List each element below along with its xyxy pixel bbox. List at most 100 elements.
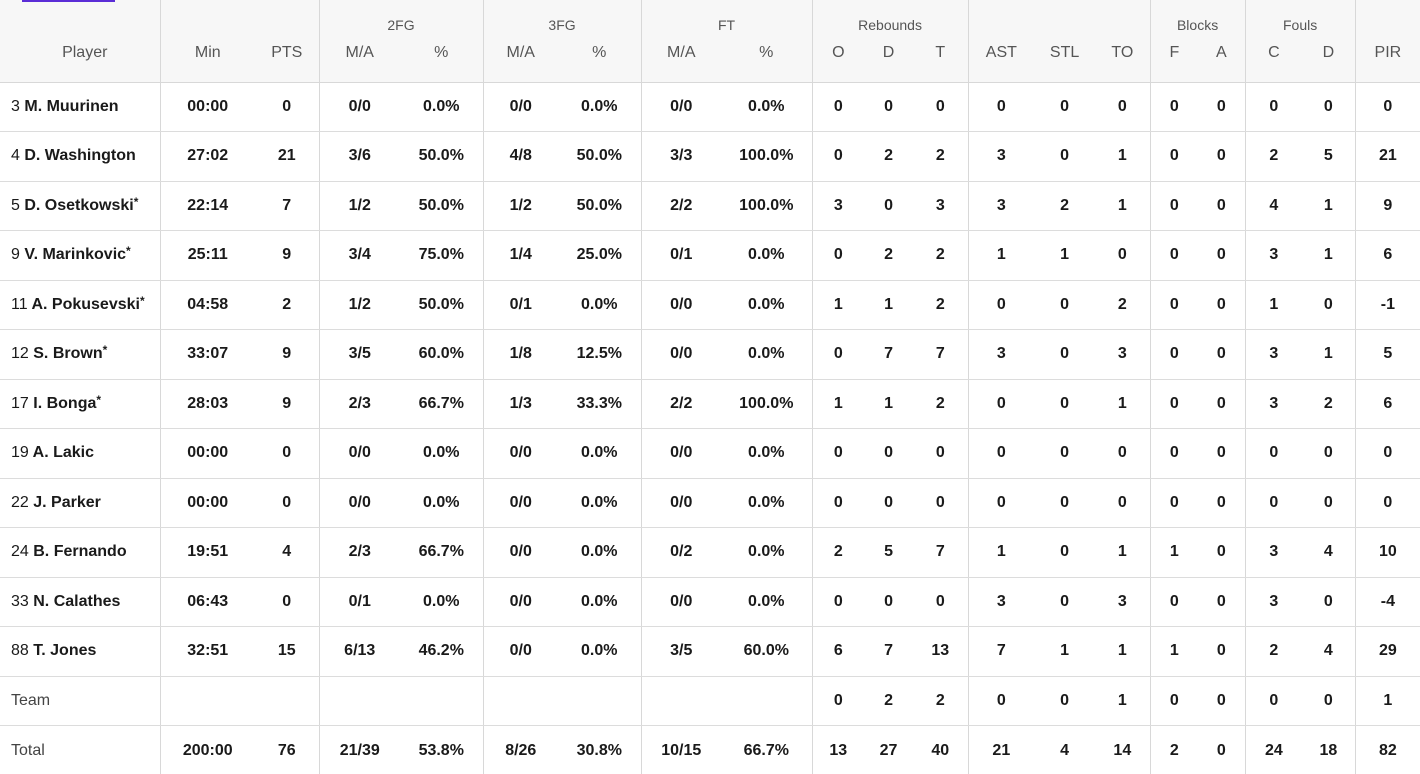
cell-reb-o: 6	[811, 626, 865, 677]
cell-ft-ma	[640, 676, 722, 726]
cell-foul-c: 3	[1244, 329, 1303, 380]
cell-foul-c: 0	[1244, 428, 1303, 479]
table-row: 19 A. Lakic 00:00 0 0/0 0.0% 0/0 0.0% 0/0 0.0% 0 0…	[0, 428, 1420, 479]
cell-player[interactable]: 33 N. Calathes	[0, 577, 160, 627]
player-number: 24	[11, 543, 29, 561]
cell-fg3-pct: 50.0%	[558, 131, 642, 182]
cell-player[interactable]: 19 A. Lakic	[0, 428, 160, 479]
cell-player[interactable]: 24 B. Fernando	[0, 527, 160, 578]
col-3fg-pct: %	[558, 36, 642, 83]
cell-ast: 3	[967, 329, 1035, 380]
cell-ft-ma: 2/2	[640, 379, 722, 429]
group-empty-player	[0, 0, 160, 36]
cell-pir: -1	[1354, 280, 1420, 330]
cell-player[interactable]: 88 T. Jones	[0, 626, 160, 677]
player-number: 12	[11, 345, 29, 363]
cell-reb-o: 1	[811, 280, 865, 330]
cell-player[interactable]: 9 V. Marinkovic*	[0, 230, 160, 281]
col-pts: PTS	[255, 36, 319, 83]
cell-reb-d: 2	[864, 230, 914, 281]
table-row: 3 M. Muurinen 00:00 0 0/0 0.0% 0/0 0.0% 0/0 0.0%…	[0, 82, 1420, 132]
cell-player[interactable]: 4 D. Washington	[0, 131, 160, 182]
cell-foul-c: 2	[1244, 626, 1303, 677]
cell-ast: 0	[967, 676, 1035, 726]
cell-ft-ma: 3/5	[640, 626, 722, 677]
player-name-link[interactable]: T. Jones	[33, 642, 97, 660]
cell-stl: 0	[1034, 478, 1096, 528]
cell-foul-c: 4	[1244, 181, 1303, 231]
cell-foul-c: 24	[1244, 725, 1303, 774]
player-number: 17	[11, 394, 29, 412]
cell-to: 1	[1095, 527, 1151, 578]
cell-stl: 0	[1034, 131, 1096, 182]
player-name-link[interactable]: S. Brown	[33, 345, 103, 363]
player-name-link[interactable]: J. Parker	[33, 493, 101, 511]
cell-fg2-ma: 0/0	[318, 428, 400, 479]
cell-fg2-pct: 0.0%	[400, 428, 484, 479]
player-name-link[interactable]: I. Bonga	[33, 394, 97, 412]
table-row: 17 I. Bonga* 28:03 9 2/3 66.7% 1/3 33.3% 2/2 100…	[0, 379, 1420, 429]
player-number: 11	[11, 295, 28, 313]
cell-fg3-ma: 1/2	[482, 181, 559, 231]
cell-reb-o: 0	[811, 230, 865, 281]
cell-foul-d: 1	[1302, 329, 1356, 380]
cell-player[interactable]: 5 D. Osetkowski*	[0, 181, 160, 231]
cell-fg3-ma: 1/3	[482, 379, 559, 429]
team-row: Team 0 2 2 0 0 1 0 0 0 0 1	[0, 676, 1420, 726]
cell-to: 1	[1095, 626, 1151, 677]
cell-pts: 9	[255, 379, 319, 429]
player-name-link[interactable]: D. Osetkowski	[24, 196, 134, 214]
cell-reb-t: 2	[913, 230, 969, 281]
cell-min: 22:14	[159, 181, 255, 231]
cell-ast: 3	[967, 131, 1035, 182]
cell-fg3-ma: 0/0	[482, 527, 559, 578]
group-empty-pir	[1354, 0, 1420, 36]
cell-stl: 0	[1034, 379, 1096, 429]
player-name-link[interactable]: B. Fernando	[33, 543, 127, 561]
cell-stl: 0	[1034, 280, 1096, 330]
cell-player[interactable]: 17 I. Bonga*	[0, 379, 160, 429]
cell-reb-o: 0	[811, 82, 865, 132]
cell-pir: 0	[1354, 82, 1420, 132]
cell-pir: 1	[1354, 676, 1420, 726]
cell-ft-ma: 2/2	[640, 181, 722, 231]
cell-foul-d: 1	[1302, 230, 1356, 281]
cell-reb-o: 0	[811, 478, 865, 528]
player-name-link[interactable]: M. Muurinen	[24, 97, 119, 115]
cell-reb-d: 1	[864, 280, 914, 330]
cell-player[interactable]: 11 A. Pokusevski*	[0, 280, 160, 330]
cell-reb-o: 0	[811, 329, 865, 380]
player-name-link[interactable]: N. Calathes	[33, 592, 121, 610]
cell-reb-o: 0	[811, 577, 865, 627]
cell-blk-f: 0	[1149, 280, 1199, 330]
cell-player[interactable]: 12 S. Brown*	[0, 329, 160, 380]
cell-foul-d: 18	[1319, 741, 1338, 759]
player-name-link[interactable]: D. Washington	[24, 147, 136, 165]
cell-foul-d: 0	[1302, 428, 1356, 479]
active-tab-indicator	[22, 0, 115, 2]
cell-pts: 9	[255, 230, 319, 281]
cell-min: 00:00	[159, 478, 255, 528]
player-name-link[interactable]: A. Pokusevski	[31, 295, 140, 313]
table-row: 12 S. Brown* 33:07 9 3/5 60.0% 1/8 12.5% 0/0 0.0…	[0, 329, 1420, 380]
cell-player[interactable]: 3 M. Muurinen	[0, 82, 160, 132]
cell-reb-t: 0	[913, 82, 969, 132]
cell-fg3-ma: 8/26	[482, 725, 559, 774]
cell-stl: 0	[1034, 329, 1096, 380]
cell-blk-f: 0	[1149, 181, 1199, 231]
cell-pir: 6	[1354, 230, 1420, 281]
player-name-link[interactable]: V. Marinkovic	[24, 246, 127, 264]
cell-pts: 0	[255, 577, 319, 627]
player-number: 88	[11, 642, 29, 660]
cell-ast: 21	[967, 725, 1035, 774]
cell-reb-t: 0	[913, 577, 969, 627]
cell-pir: -4	[1354, 577, 1420, 627]
starter-marker: *	[96, 392, 102, 407]
cell-player[interactable]: 22 J. Parker	[0, 478, 160, 528]
cell-fg3-pct: 0.0%	[558, 527, 642, 578]
cell-fg3-pct: 0.0%	[558, 626, 642, 677]
cell-fg2-pct: 0.0%	[400, 577, 484, 627]
cell-reb-d: 7	[864, 626, 914, 677]
player-name-link[interactable]: A. Lakic	[32, 444, 95, 462]
cell-pts: 0	[255, 82, 319, 132]
